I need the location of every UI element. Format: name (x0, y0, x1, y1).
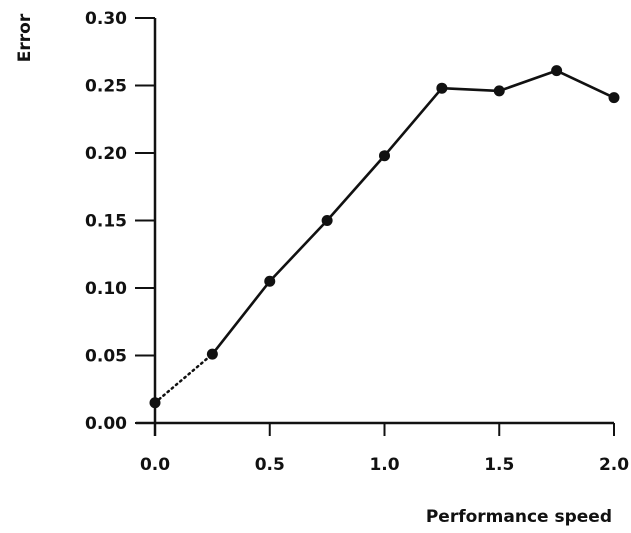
y-tick-label: 0.20 (85, 144, 127, 164)
line-segment (557, 71, 614, 98)
data-point (322, 215, 333, 226)
axes (136, 18, 614, 436)
data-point (207, 349, 218, 360)
x-ticks: 0.0 0.5 1.0 1.5 2.0 (140, 423, 629, 475)
y-tick-label: 0.15 (85, 212, 127, 232)
line-segment (499, 71, 556, 91)
x-tick-label: 1.0 (369, 455, 399, 475)
line-segment (327, 156, 384, 221)
line-segment-dotted (155, 354, 212, 403)
y-axis-title: Error (15, 13, 35, 62)
data-point (264, 276, 275, 287)
series-layer (150, 65, 620, 408)
line-segment (442, 88, 499, 91)
data-point (379, 150, 390, 161)
x-axis-title: Performance speed (426, 507, 612, 527)
line-segment (385, 88, 442, 156)
y-tick-label: 0.30 (85, 9, 127, 29)
data-point (436, 83, 447, 94)
line-segment (270, 221, 327, 282)
y-tick-label: 0.05 (85, 347, 127, 367)
x-tick-label: 0.5 (255, 455, 285, 475)
y-ticks: 0.00 0.05 0.10 0.15 0.20 0.25 0.30 (85, 9, 155, 434)
y-tick-label: 0.25 (85, 77, 127, 97)
x-tick-label: 2.0 (599, 455, 629, 475)
data-point (551, 65, 562, 76)
data-point (150, 397, 161, 408)
data-point (609, 92, 620, 103)
y-tick-label: 0.00 (85, 414, 127, 434)
data-point (494, 85, 505, 96)
line-segment (212, 281, 269, 354)
x-tick-label: 0.0 (140, 455, 170, 475)
x-tick-label: 1.5 (484, 455, 514, 475)
y-tick-label: 0.10 (85, 279, 127, 299)
